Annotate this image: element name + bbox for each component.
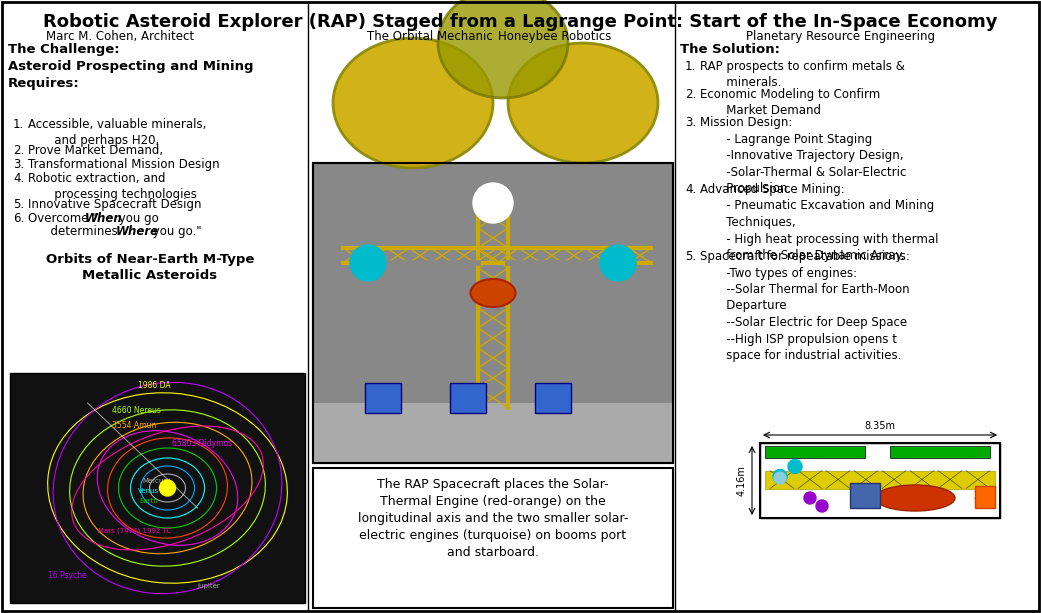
Bar bbox=[975, 486, 995, 508]
Text: 65803 Didymos: 65803 Didymos bbox=[173, 439, 232, 448]
Text: Robotic Asteroid Explorer (RAP) Staged from a Lagrange Point: Start of the In-Sp: Robotic Asteroid Explorer (RAP) Staged f… bbox=[43, 13, 997, 31]
Circle shape bbox=[788, 460, 802, 473]
Text: The Challenge:
Asteroid Prospecting and Mining
Requires:: The Challenge: Asteroid Prospecting and … bbox=[8, 43, 254, 90]
Text: 5.: 5. bbox=[12, 198, 24, 211]
Text: Marc M. Cohen, Architect: Marc M. Cohen, Architect bbox=[46, 30, 194, 43]
Bar bbox=[450, 383, 486, 413]
Text: Mission Design:
       - Lagrange Point Staging
       -Innovative Trajectory De: Mission Design: - Lagrange Point Staging… bbox=[700, 116, 907, 195]
Text: 4.: 4. bbox=[12, 172, 24, 185]
Text: 4.: 4. bbox=[685, 183, 696, 196]
Circle shape bbox=[473, 183, 513, 223]
Text: 1986 DA: 1986 DA bbox=[137, 381, 170, 390]
Circle shape bbox=[350, 245, 386, 281]
Text: 1.: 1. bbox=[685, 60, 696, 73]
Circle shape bbox=[159, 480, 176, 496]
Text: Transformational Mission Design: Transformational Mission Design bbox=[28, 158, 220, 171]
Text: The RAP Spacecraft places the Solar-
Thermal Engine (red-orange) on the
longitud: The RAP Spacecraft places the Solar- The… bbox=[358, 478, 628, 559]
Ellipse shape bbox=[438, 0, 568, 98]
Text: Mars (7474) 1992 TC: Mars (7474) 1992 TC bbox=[98, 528, 171, 535]
Text: Mercury: Mercury bbox=[143, 478, 171, 484]
Text: 6.: 6. bbox=[12, 212, 24, 225]
Bar bbox=[313, 163, 672, 463]
Text: 3554 Amun: 3554 Amun bbox=[112, 421, 157, 430]
Bar bbox=[850, 483, 880, 508]
Text: Where: Where bbox=[116, 225, 159, 238]
Text: Innovative Spacecraft Design: Innovative Spacecraft Design bbox=[28, 198, 202, 211]
Text: determines: determines bbox=[28, 225, 122, 238]
Text: 5.: 5. bbox=[685, 250, 696, 263]
Circle shape bbox=[600, 245, 636, 281]
Bar bbox=[10, 373, 305, 603]
Bar bbox=[765, 446, 865, 458]
Text: When: When bbox=[85, 212, 123, 225]
Text: Spacecraft for repeatable missions:
       -Two types of engines:
       --Solar: Spacecraft for repeatable missions: -Two… bbox=[700, 250, 910, 362]
Bar bbox=[365, 383, 401, 413]
Text: X: X bbox=[974, 491, 982, 501]
Text: Earth: Earth bbox=[139, 498, 158, 504]
Text: 4660 Nereus: 4660 Nereus bbox=[112, 406, 161, 415]
Ellipse shape bbox=[333, 38, 493, 168]
Text: Honeybee Robotics: Honeybee Robotics bbox=[499, 30, 612, 43]
Bar bbox=[313, 163, 672, 463]
Text: Robotic extraction, and
       processing technologies: Robotic extraction, and processing techn… bbox=[28, 172, 197, 201]
Text: you go: you go bbox=[115, 212, 158, 225]
Circle shape bbox=[773, 470, 787, 484]
Bar bbox=[313, 403, 672, 463]
Text: 3.: 3. bbox=[12, 158, 24, 171]
Text: The Solution:: The Solution: bbox=[680, 43, 780, 56]
Circle shape bbox=[775, 472, 786, 484]
Text: Venus: Venus bbox=[137, 488, 158, 494]
Text: Advanced Space Mining:
       - Pneumatic Excavation and Mining
       Technique: Advanced Space Mining: - Pneumatic Excav… bbox=[700, 183, 939, 262]
Text: 8.35m: 8.35m bbox=[864, 421, 895, 431]
Text: X: X bbox=[806, 493, 814, 503]
Text: 16 Psyche: 16 Psyche bbox=[48, 571, 86, 580]
Text: 4.16m: 4.16m bbox=[737, 465, 747, 496]
Ellipse shape bbox=[471, 279, 515, 307]
Text: RAP prospects to confirm metals &
       minerals.: RAP prospects to confirm metals & minera… bbox=[700, 60, 905, 89]
Text: 3.: 3. bbox=[685, 116, 696, 129]
Bar bbox=[890, 446, 990, 458]
Text: 2.: 2. bbox=[685, 88, 696, 101]
Text: Planetary Resource Engineering: Planetary Resource Engineering bbox=[745, 30, 935, 43]
Bar bbox=[535, 383, 572, 413]
Text: 2.: 2. bbox=[12, 144, 24, 157]
Bar bbox=[760, 443, 1000, 518]
Text: 1.: 1. bbox=[12, 118, 24, 131]
Text: Overcome ": Overcome " bbox=[28, 212, 98, 225]
Text: you go.": you go." bbox=[149, 225, 202, 238]
Text: Jupiter: Jupiter bbox=[198, 583, 221, 589]
Bar bbox=[760, 443, 1000, 518]
Bar bbox=[765, 471, 995, 489]
Text: Economic Modeling to Confirm
       Market Demand: Economic Modeling to Confirm Market Dema… bbox=[700, 88, 881, 118]
Text: Prove Market Demand,: Prove Market Demand, bbox=[28, 144, 163, 157]
Text: The Orbital Mechanic: The Orbital Mechanic bbox=[367, 30, 492, 43]
Circle shape bbox=[816, 500, 828, 512]
Text: Accessible, valuable minerals,
       and perhaps H20,: Accessible, valuable minerals, and perha… bbox=[28, 118, 206, 147]
Bar bbox=[313, 468, 672, 608]
Circle shape bbox=[804, 492, 816, 504]
Ellipse shape bbox=[875, 485, 955, 511]
Text: Orbits of Near-Earth M-Type
Metallic Asteroids: Orbits of Near-Earth M-Type Metallic Ast… bbox=[46, 253, 254, 282]
Ellipse shape bbox=[508, 43, 658, 163]
